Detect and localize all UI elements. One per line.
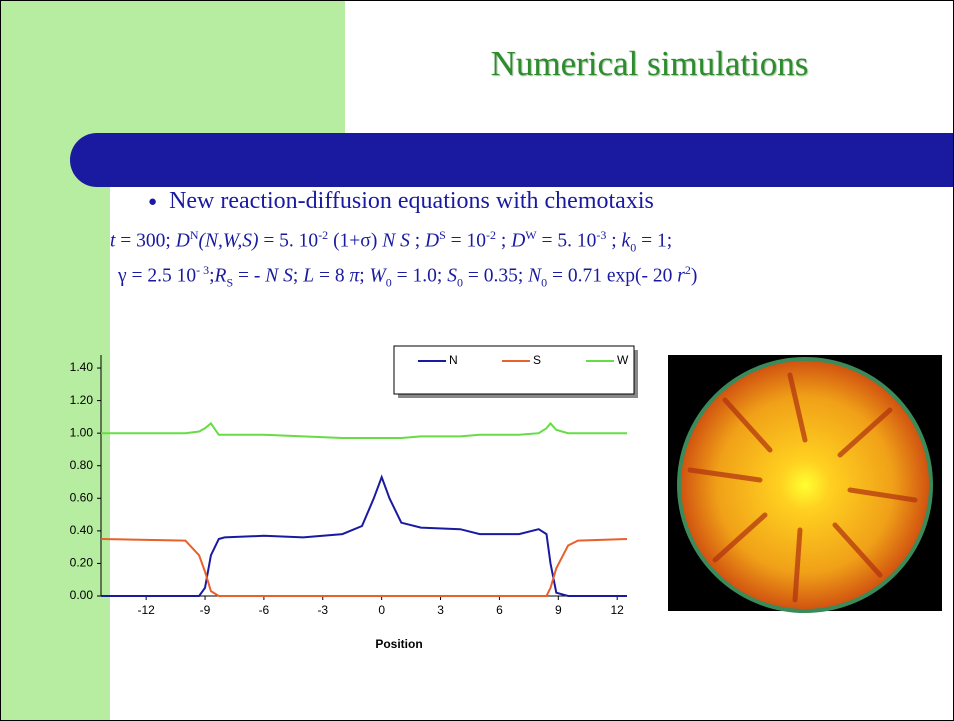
y-tick-label: 1.00: [70, 425, 94, 439]
y-tick-label: 1.40: [70, 360, 94, 374]
slide-title: Numerical simulations: [345, 44, 954, 84]
equation-part: -3: [596, 228, 606, 242]
equation: t = 300; DN(N,W,S) = 5. 10-2 (1+σ) N S ;…: [110, 228, 672, 255]
x-tick-label: 6: [496, 603, 503, 617]
slide: Position 0.00 0.20 0.40 0.60 0.80 1.00 1.20 1.4…: [0, 0, 954, 721]
legend-label: N: [449, 353, 458, 367]
equation-part: = 1;: [636, 231, 672, 252]
equation-part: k: [622, 231, 631, 252]
equation-part: = 5. 10: [258, 231, 318, 252]
equation-part: = 8: [314, 266, 349, 287]
equation-part: W: [370, 266, 386, 287]
series-line: [101, 423, 627, 438]
equation-part: (1+σ): [328, 231, 382, 252]
x-tick-label: 3: [437, 603, 444, 617]
equation-part: ;: [293, 266, 303, 287]
y-tick-label: 1.20: [70, 393, 94, 407]
legend-label: W: [617, 353, 629, 367]
equation-part: L: [303, 266, 314, 287]
x-tick-label: 9: [555, 603, 562, 617]
equation-part: ;: [496, 231, 511, 252]
equation-part: = 0.71 exp(- 20: [547, 266, 677, 287]
legend-label: S: [533, 353, 541, 367]
x-tick-label: -3: [317, 603, 328, 617]
equation-part: (N,W,S): [198, 231, 258, 252]
colony: [679, 359, 931, 611]
x-tick-label: -12: [137, 603, 155, 617]
equation-part: D: [176, 231, 190, 252]
equation-part: R: [215, 266, 227, 287]
series-line: [101, 477, 627, 596]
equation-part: = 1.0;: [392, 266, 447, 287]
bullet: ● New reaction-diffusion equations with …: [148, 188, 654, 215]
equation-part: D: [425, 231, 439, 252]
green-strip: [0, 135, 110, 721]
y-tick-label: 0.80: [70, 458, 94, 472]
x-tick-label: 0: [378, 603, 385, 617]
equation-part: ): [691, 266, 698, 287]
equation-part: S: [447, 266, 457, 287]
equation-part: -2: [486, 228, 496, 242]
equation-part: = 0.35;: [463, 266, 528, 287]
y-tick-label: 0.20: [70, 556, 94, 570]
equation-part: S: [439, 228, 446, 242]
equation-part: = 300;: [115, 231, 175, 252]
equation: γ = 2.5 10- 3;RS = - N S; L = 8 π; W0 = …: [118, 263, 697, 290]
equation-part: r: [677, 266, 685, 287]
equation-part: = 5. 10: [537, 231, 597, 252]
y-tick-label: 0.40: [70, 523, 94, 537]
equation-part: W: [525, 228, 536, 242]
equation-part: ;: [606, 231, 621, 252]
equation-part: N: [528, 266, 541, 287]
legend-box: [394, 346, 634, 394]
y-tick-label: 0.00: [70, 588, 94, 602]
equation-part: = 10: [446, 231, 486, 252]
chart: Position 0.00 0.20 0.40 0.60 0.80 1.00 1.20 1.4…: [0, 0, 954, 721]
equation-part: ;: [359, 266, 369, 287]
equation-part: ;: [410, 231, 425, 252]
equation-part: -2: [318, 228, 328, 242]
bullet-text: New reaction-diffusion equations with ch…: [169, 188, 654, 214]
equation-part: = -: [233, 266, 265, 287]
x-tick-label: -6: [259, 603, 270, 617]
equation-part: D: [511, 231, 525, 252]
x-tick-label: -9: [200, 603, 211, 617]
y-tick-label: 0.60: [70, 490, 94, 504]
x-axis-title: Position: [375, 637, 422, 651]
equation-part: - 3: [196, 263, 209, 277]
equation-part: = 2.5 10: [127, 266, 197, 287]
x-tick-label: 12: [611, 603, 625, 617]
equation-part: γ: [118, 266, 127, 287]
equation-part: N S: [382, 231, 410, 252]
green-panel: [0, 0, 345, 135]
blue-band: [70, 133, 954, 187]
equation-part: N S: [265, 266, 293, 287]
equation-part: π: [349, 266, 359, 287]
